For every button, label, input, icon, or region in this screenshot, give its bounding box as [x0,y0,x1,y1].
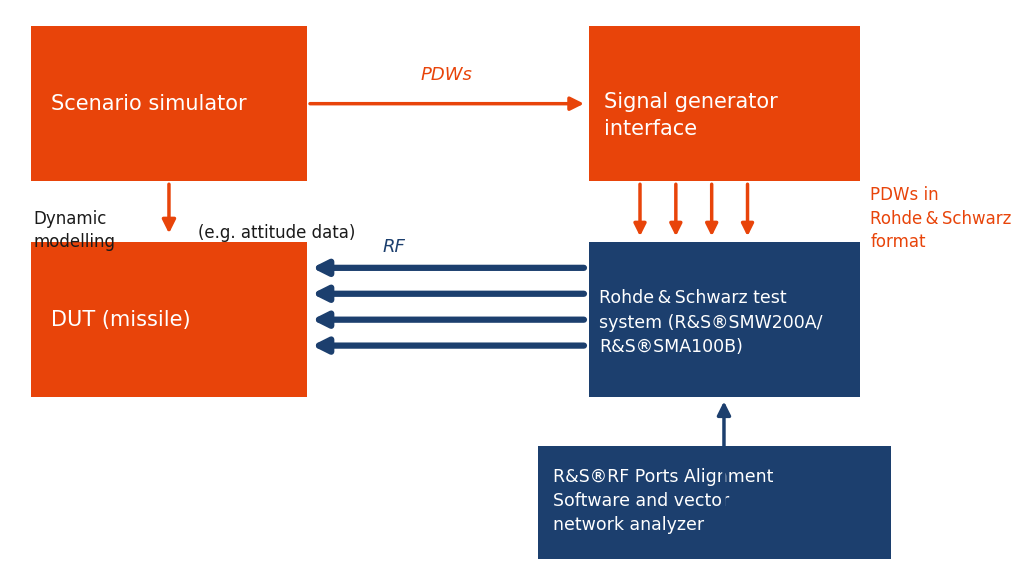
FancyBboxPatch shape [538,446,891,559]
Text: PDWs in
Rohde & Schwarz
format: PDWs in Rohde & Schwarz format [870,186,1012,252]
Text: R&S®RF Ports Alignment
Software and vector
network analyzer: R&S®RF Ports Alignment Software and vect… [553,468,773,535]
FancyBboxPatch shape [31,242,307,397]
Text: RF: RF [383,238,406,256]
Text: (e.g. attitude data): (e.g. attitude data) [198,224,355,242]
Text: Dynamic
modelling: Dynamic modelling [34,210,116,251]
FancyBboxPatch shape [589,242,860,397]
Text: Signal generator
interface: Signal generator interface [604,92,778,139]
FancyBboxPatch shape [589,26,860,181]
Text: Rohde & Schwarz test
system (R&S®SMW200A/
R&S®SMA100B): Rohde & Schwarz test system (R&S®SMW200A… [599,289,822,356]
FancyBboxPatch shape [31,26,307,181]
Text: DUT (missile): DUT (missile) [51,310,190,329]
Text: PDWs: PDWs [421,66,472,84]
Text: Scenario simulator: Scenario simulator [51,94,247,113]
